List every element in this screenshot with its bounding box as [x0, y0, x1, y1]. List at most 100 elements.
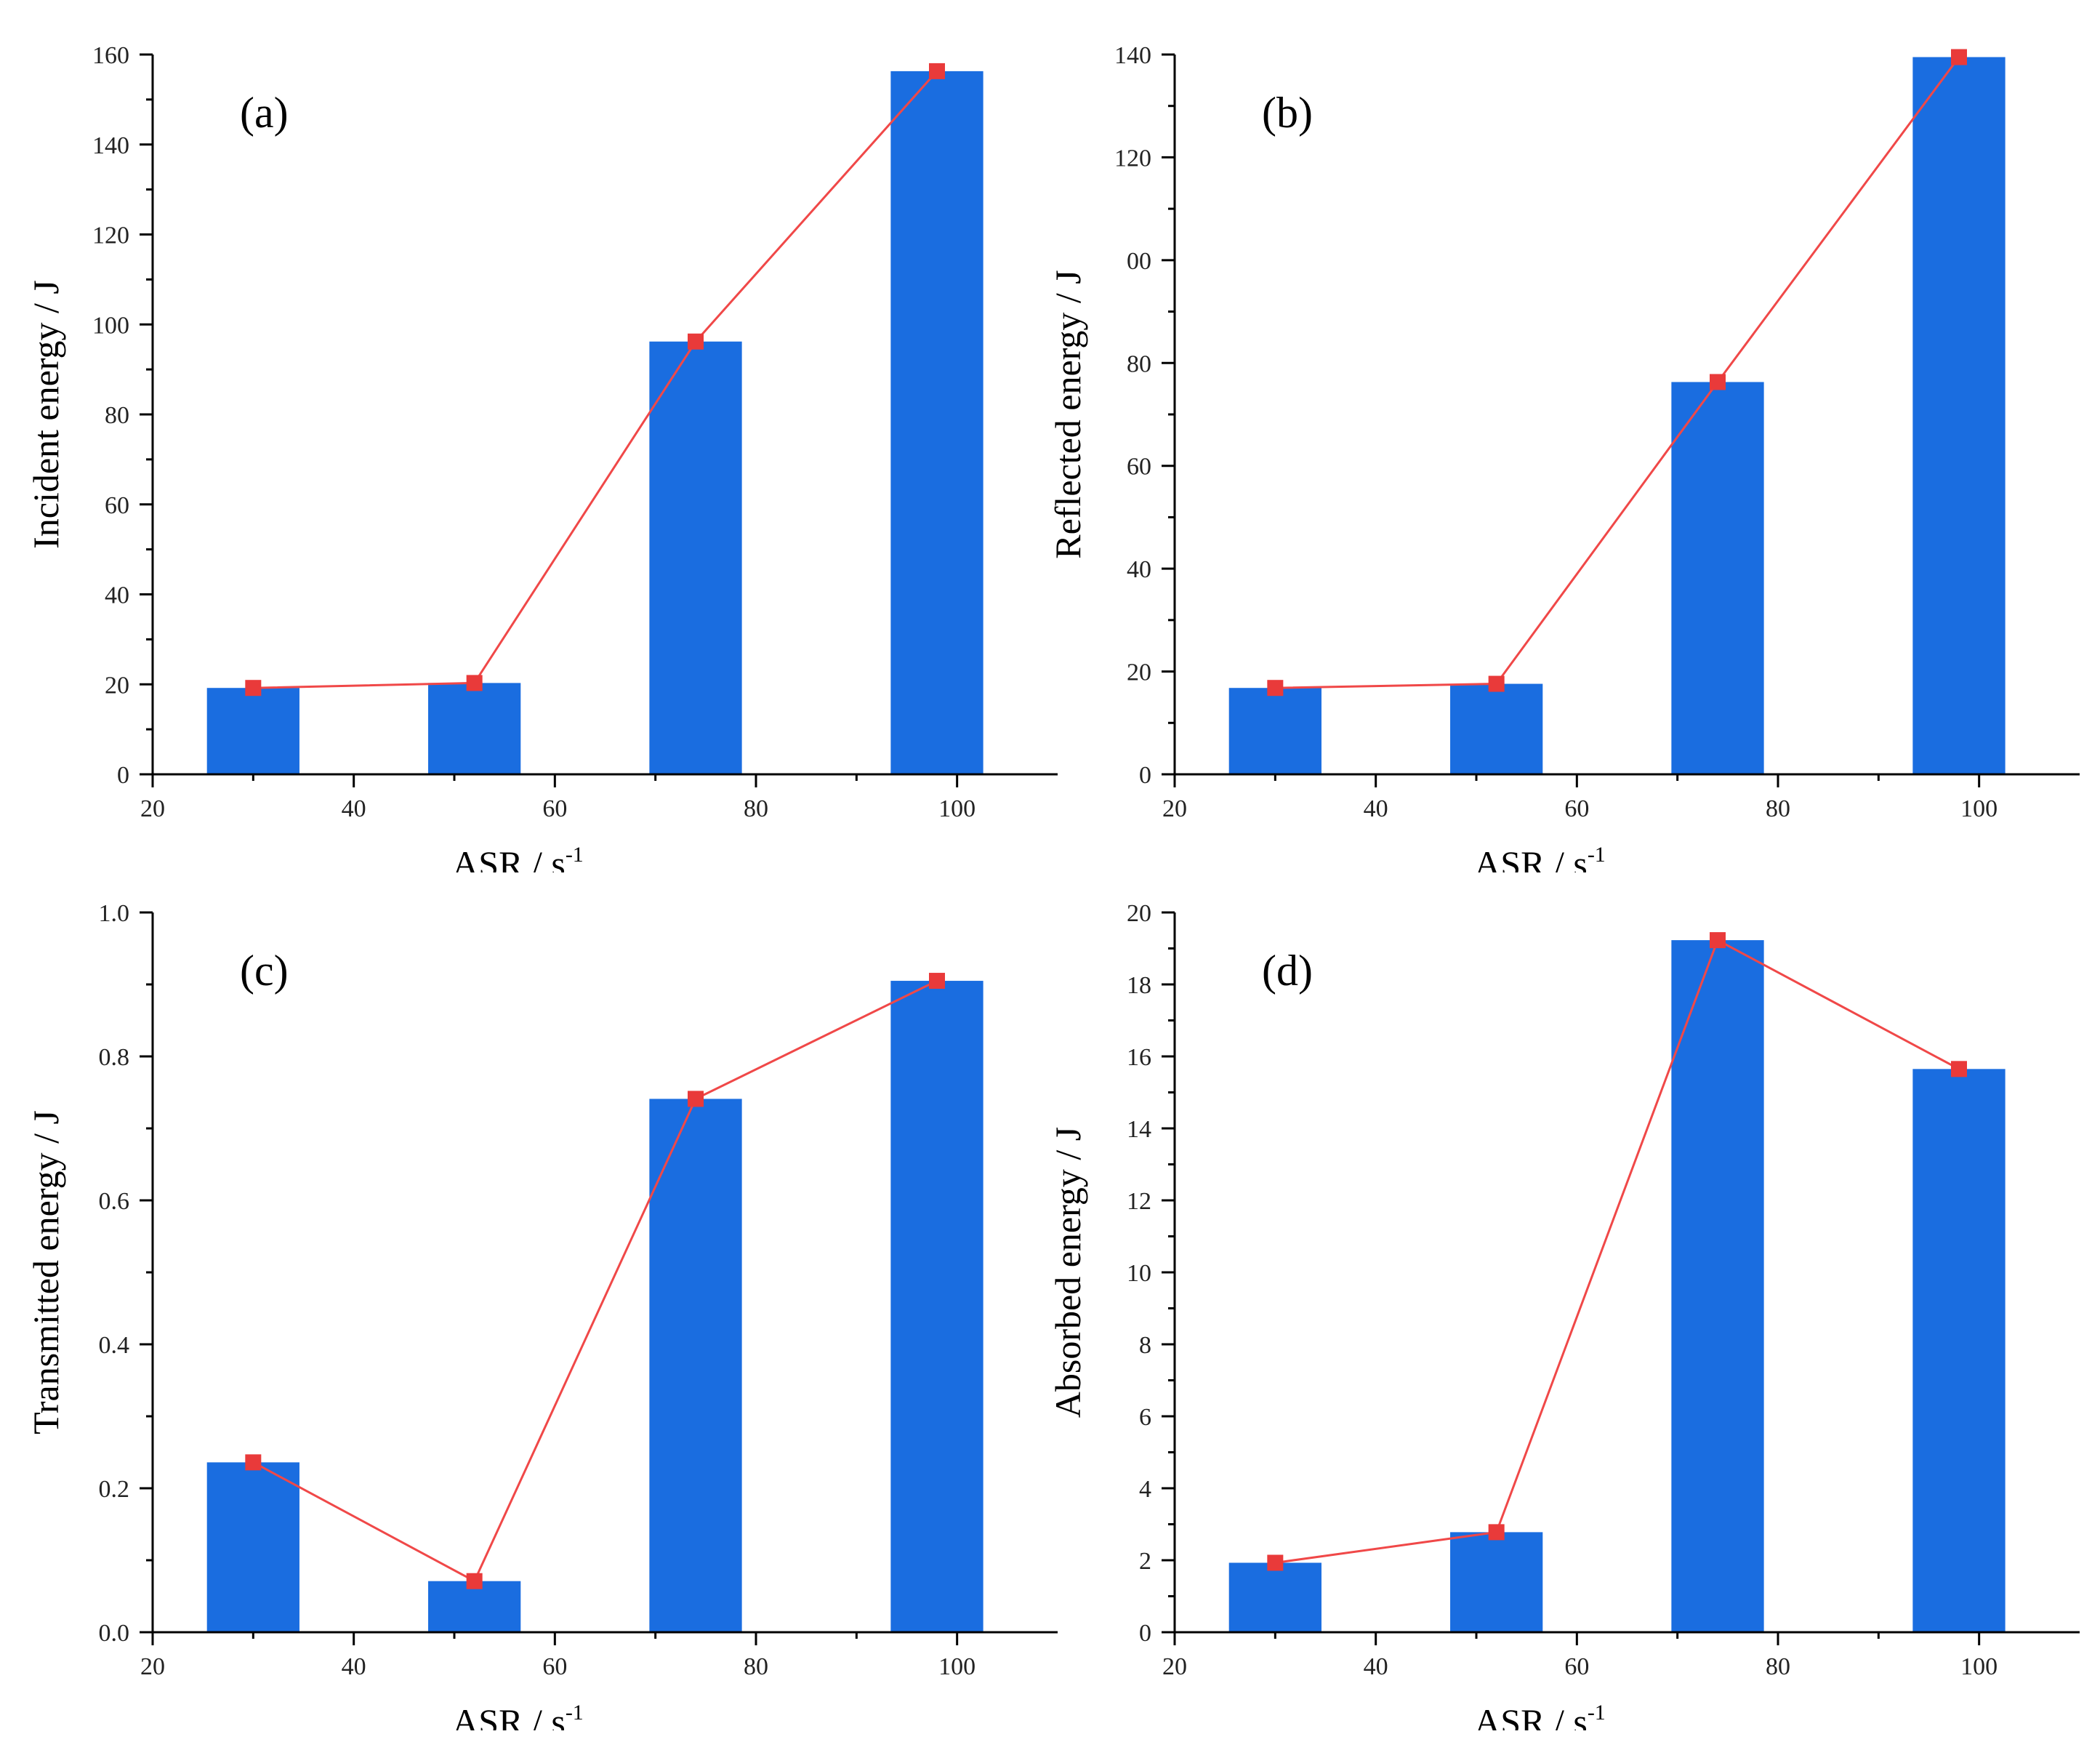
y-tick-label: 80 — [1127, 350, 1151, 377]
data-point — [1267, 680, 1284, 697]
x-axis-title-sup: -1 — [1588, 843, 1606, 867]
y-tick-label: 10 — [1127, 1260, 1151, 1287]
x-tick-label: 80 — [744, 1653, 768, 1680]
bar — [1228, 688, 1321, 774]
bar — [1228, 1562, 1321, 1632]
data-point — [929, 973, 945, 990]
y-tick-label: 0.8 — [99, 1044, 130, 1071]
panel-label: (c) — [240, 947, 289, 995]
x-axis-title-sup: -1 — [1588, 1701, 1606, 1725]
data-point — [1951, 1061, 1967, 1077]
x-axis-title-sup: -1 — [566, 1701, 584, 1725]
x-tick-label: 80 — [1766, 1653, 1790, 1680]
x-tick-label: 40 — [1364, 1653, 1388, 1680]
y-tick-label: 0 — [117, 762, 129, 789]
data-point — [1488, 1524, 1505, 1541]
y-tick-label: 120 — [92, 222, 129, 249]
bar — [1912, 57, 2006, 775]
bar — [206, 688, 299, 774]
x-axis-title: ASR / s-1 — [1474, 1701, 1606, 1730]
series-line — [1275, 56, 1960, 689]
bar — [890, 71, 983, 775]
data-point — [929, 63, 945, 79]
y-tick-label: 6 — [1139, 1404, 1151, 1431]
chart-panel-d: 0 2 4 6 8 10 12 14 16 18 20 20 40 60 80 100 (d) Absorbed … — [1022, 858, 2091, 1730]
panel-label: (b) — [1262, 89, 1313, 137]
bar — [1450, 683, 1543, 774]
chart-panel-c: 0.0 0.2 0.4 0.6 0.8 1.0 20 40 60 80 100 (c) Transmit… — [0, 858, 1069, 1730]
x-tick-label: 100 — [1960, 1653, 1998, 1680]
x-axis-title-text: ASR / s — [1474, 843, 1588, 872]
y-axis-title: Reflected energy / J — [1047, 270, 1088, 559]
x-tick-label: 40 — [342, 1653, 366, 1680]
x-tick-label: 20 — [140, 1653, 165, 1680]
y-tick-label: 14 — [1127, 1116, 1151, 1143]
chart-panel-a: 0 20 40 60 80 100 120 140 160 20 40 60 80 100 (a) Incid… — [0, 0, 1069, 872]
series-line — [1275, 938, 1960, 1564]
y-tick-label: 40 — [105, 582, 129, 609]
bar — [206, 1462, 299, 1632]
data-point — [466, 675, 483, 691]
x-axis-title-text: ASR / s — [452, 1701, 566, 1730]
bar — [649, 341, 742, 774]
data-point — [466, 1573, 483, 1589]
series-line — [253, 70, 938, 689]
bar — [1671, 382, 1764, 774]
x-tick-label: 40 — [342, 795, 366, 822]
x-tick-label: 60 — [542, 795, 567, 822]
y-tick-label: 100 — [92, 312, 129, 339]
panel-label: (d) — [1262, 947, 1313, 995]
y-tick-label: 20 — [1127, 659, 1151, 686]
y-tick-label: 2 — [1139, 1548, 1151, 1575]
chart-svg-d: 0 2 4 6 8 10 12 14 16 18 20 20 40 60 80 100 (d) Absorbed … — [1047, 900, 2080, 1730]
y-axis-title: Absorbed energy / J — [1047, 1127, 1088, 1418]
y-tick-label: 60 — [105, 492, 129, 519]
y-axis-title: Incident energy / J — [25, 280, 66, 549]
x-tick-label: 80 — [1766, 795, 1790, 822]
x-tick-label: 60 — [1564, 795, 1589, 822]
y-tick-label: 0.6 — [99, 1188, 130, 1215]
y-tick-label: 12 — [1127, 1188, 1151, 1215]
data-point — [1267, 1554, 1284, 1571]
x-tick-label: 20 — [1162, 1653, 1187, 1680]
x-tick-label: 40 — [1364, 795, 1388, 822]
chart-svg-a: 0 20 40 60 80 100 120 140 160 20 40 60 80 100 (a) Incid… — [25, 42, 1058, 872]
x-axis-title-text: ASR / s — [452, 843, 566, 872]
x-tick-label: 20 — [1162, 795, 1187, 822]
y-tick-label: 140 — [1114, 42, 1151, 69]
y-tick-label: 00 — [1127, 248, 1151, 275]
data-point — [688, 333, 704, 350]
x-tick-label: 100 — [938, 1653, 975, 1680]
y-tick-label: 8 — [1139, 1332, 1151, 1359]
x-axis-title: ASR / s-1 — [1474, 843, 1606, 872]
x-axis-title-sup: -1 — [566, 843, 584, 867]
y-tick-label: 0 — [1139, 1620, 1151, 1647]
x-tick-label: 100 — [1960, 795, 1998, 822]
series-line — [252, 979, 938, 1583]
y-tick-label: 120 — [1114, 145, 1151, 172]
bar — [649, 1099, 742, 1632]
y-tick-label: 160 — [92, 42, 129, 69]
y-tick-label: 20 — [105, 672, 129, 699]
data-point — [245, 680, 262, 697]
x-tick-label: 60 — [1564, 1653, 1589, 1680]
y-tick-label: 80 — [105, 402, 129, 429]
y-tick-label: 140 — [92, 132, 129, 159]
y-tick-label: 18 — [1127, 972, 1151, 999]
x-axis-title: ASR / s-1 — [452, 843, 584, 872]
bar — [428, 683, 521, 774]
panel-label: (a) — [240, 89, 289, 137]
y-tick-label: 1.0 — [99, 900, 130, 927]
y-tick-label: 0.4 — [99, 1332, 130, 1359]
bar — [1671, 940, 1764, 1632]
y-tick-label: 0.2 — [99, 1476, 130, 1503]
y-tick-label: 60 — [1127, 454, 1151, 481]
chart-svg-b: 0 20 40 60 80 00 120 140 20 40 60 80 100 (b) Reflected… — [1047, 42, 2080, 872]
y-tick-label: 0 — [1139, 762, 1151, 789]
y-tick-label: 16 — [1127, 1044, 1151, 1071]
x-tick-label: 100 — [938, 795, 975, 822]
data-point — [688, 1091, 704, 1107]
x-tick-label: 80 — [744, 795, 768, 822]
y-tick-label: 40 — [1127, 556, 1151, 583]
y-tick-label: 4 — [1139, 1476, 1151, 1503]
